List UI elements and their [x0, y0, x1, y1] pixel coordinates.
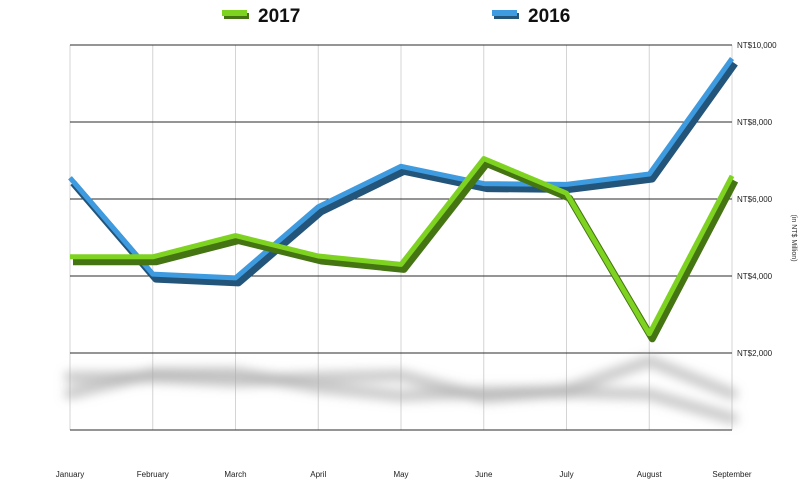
- point-2017-march: [234, 234, 237, 237]
- legend-label: 2017: [258, 6, 300, 27]
- y-tick-label: NT$2,000: [737, 349, 773, 358]
- x-tick-label: January: [56, 470, 84, 479]
- x-tick-label: May: [393, 470, 408, 479]
- x-tick-label: April: [310, 470, 326, 479]
- y-tick-label: NT$4,000: [737, 272, 773, 281]
- point-2017-april: [317, 254, 320, 257]
- point-2016-may: [400, 165, 403, 168]
- x-tick-label: September: [712, 470, 751, 479]
- series-lines: [68, 57, 739, 343]
- series-shadow-2016: [64, 366, 738, 425]
- point-2016-january: [69, 176, 72, 179]
- axes: January February March April May June July Augu…: [56, 41, 797, 479]
- series-2017-line: [70, 156, 735, 337]
- y-axis-label: (in NT$ Million): [790, 214, 797, 261]
- point-2016-july: [565, 183, 568, 186]
- legend: 2017 2016: [222, 6, 570, 27]
- x-tick-label: March: [224, 470, 246, 479]
- point-2016-august: [648, 172, 651, 175]
- point-2017-june: [482, 157, 485, 160]
- legend-swatch: [492, 10, 517, 16]
- x-tick-label: February: [137, 470, 169, 479]
- legend-label: 2016: [528, 6, 570, 27]
- series-2016-line: [68, 57, 735, 281]
- point-2017-may: [400, 263, 403, 266]
- point-2016-june: [482, 182, 485, 185]
- point-2016-february: [151, 273, 154, 276]
- y-tick-label: NT$8,000: [737, 118, 773, 127]
- legend-item-2017: 2017: [222, 6, 300, 27]
- legend-item-2016: 2016: [492, 6, 570, 27]
- x-tick-label: August: [637, 470, 663, 479]
- point-2017-january: [69, 255, 72, 258]
- x-tick-label: June: [475, 470, 493, 479]
- series-2016-depth: [70, 61, 738, 287]
- point-2017-august: [648, 332, 651, 335]
- point-2016-march: [234, 276, 237, 279]
- line-shadows: [64, 355, 738, 425]
- x-tick-label: July: [559, 470, 573, 479]
- series-2016: [68, 57, 738, 287]
- point-2016-september: [731, 57, 734, 60]
- series-2017: [69, 156, 739, 343]
- point-2016-april: [317, 205, 320, 208]
- legend-swatch: [222, 10, 247, 16]
- y-tick-label: NT$10,000: [737, 41, 777, 50]
- point-2017-september: [731, 174, 734, 177]
- y-tick-label: NT$6,000: [737, 195, 773, 204]
- point-2017-february: [151, 255, 154, 258]
- point-2017-july: [565, 192, 568, 195]
